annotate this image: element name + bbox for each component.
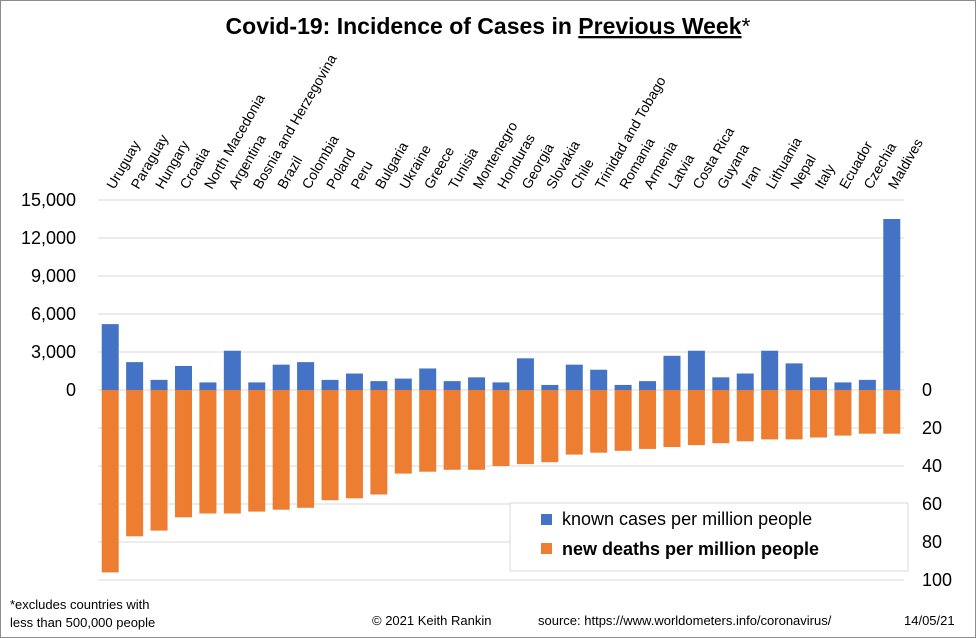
bar-deaths	[126, 390, 144, 537]
bar-deaths	[639, 390, 657, 449]
bar-cases	[321, 379, 339, 390]
bar-deaths	[590, 390, 608, 453]
bar-cases	[248, 382, 266, 390]
bar-deaths	[370, 390, 388, 495]
bar-deaths	[101, 390, 119, 573]
left-axis-tick-label: 6,000	[31, 304, 76, 324]
bar-deaths	[199, 390, 217, 514]
bar-deaths	[443, 390, 461, 470]
bar-deaths	[736, 390, 754, 442]
bar-cases	[565, 364, 583, 390]
date-note: 14/05/21	[904, 613, 955, 628]
bar-deaths	[883, 390, 901, 434]
bar-cases	[492, 382, 510, 390]
bar-deaths	[345, 390, 363, 499]
left-axis-tick-label: 3,000	[31, 342, 76, 362]
bar-cases	[345, 373, 363, 390]
bar-deaths	[248, 390, 266, 512]
source-note: source: https://www.worldometers.info/co…	[538, 613, 832, 628]
copyright-note: © 2021 Keith Rankin	[372, 613, 491, 628]
bar-cases	[126, 362, 144, 390]
bar-cases	[590, 369, 608, 390]
bar-cases	[687, 350, 705, 390]
bar-cases	[663, 355, 681, 390]
bar-cases	[394, 378, 412, 390]
bar-deaths	[663, 390, 681, 447]
bar-deaths	[419, 390, 437, 472]
bar-deaths	[834, 390, 852, 436]
right-axis-tick-label: 60	[922, 494, 942, 514]
bar-deaths	[468, 390, 486, 470]
footnote-line-1: *excludes countries with	[10, 597, 149, 612]
legend-label-cases: known cases per million people	[562, 509, 812, 529]
bar-cases	[174, 365, 192, 390]
right-axis-tick-labels: 0 20 40 60 80 100	[922, 380, 952, 590]
bar-deaths	[810, 390, 828, 438]
chart-title-emphasis: Previous Week	[578, 13, 741, 39]
legend-swatch-deaths	[541, 543, 552, 554]
legend-swatch-cases	[541, 514, 552, 525]
bar-deaths	[785, 390, 803, 440]
chart-title-lead: Covid-19: Incidence of Cases in	[226, 13, 579, 39]
bar-cases	[223, 350, 241, 390]
right-axis-tick-label: 20	[922, 418, 942, 438]
bar-deaths	[321, 390, 339, 501]
bar-cases	[419, 368, 437, 390]
bar-deaths	[687, 390, 705, 446]
bar-deaths	[858, 390, 876, 434]
bar-deaths	[614, 390, 632, 451]
bar-cases	[468, 377, 486, 390]
bar-cases	[150, 379, 168, 390]
legend: known cases per million people new death…	[509, 502, 909, 572]
bar-deaths	[492, 390, 510, 466]
bar-deaths	[150, 390, 168, 531]
bar-deaths	[174, 390, 192, 518]
bar-cases	[639, 381, 657, 390]
bar-deaths	[541, 390, 559, 463]
bar-cases	[272, 364, 290, 390]
left-axis-tick-label: 0	[66, 380, 76, 400]
bar-cases	[785, 363, 803, 390]
bar-cases	[858, 379, 876, 390]
bar-cases	[370, 381, 388, 390]
bar-cases	[101, 324, 119, 390]
bar-cases	[761, 350, 779, 390]
right-axis-tick-label: 0	[922, 380, 932, 400]
left-axis-tick-label: 9,000	[31, 266, 76, 286]
left-axis-tick-labels: 0 3,000 6,000 9,000 12,000 15,000	[21, 190, 76, 400]
right-axis-tick-label: 40	[922, 456, 942, 476]
bar-deaths	[565, 390, 583, 455]
bars	[101, 219, 901, 573]
bar-cases	[297, 362, 315, 390]
bar-cases	[443, 381, 461, 390]
legend-box	[509, 502, 909, 572]
right-axis-tick-label: 80	[922, 532, 942, 552]
bar-deaths	[516, 390, 534, 465]
bar-deaths	[712, 390, 730, 444]
bar-cases	[736, 373, 754, 390]
bar-cases	[883, 219, 901, 390]
footnote-line-2: less than 500,000 people	[10, 615, 155, 630]
category-label: Iran	[738, 163, 764, 192]
bar-cases	[199, 382, 217, 390]
chart-title-tail: *	[742, 13, 751, 39]
bar-cases	[541, 384, 559, 390]
bar-cases	[516, 358, 534, 390]
right-axis-tick-label: 100	[922, 570, 952, 590]
bar-cases	[614, 384, 632, 390]
bar-deaths	[761, 390, 779, 440]
bar-deaths	[297, 390, 315, 508]
bar-cases	[712, 377, 730, 390]
chart-title: Covid-19: Incidence of Cases in Previous…	[226, 13, 751, 39]
bar-cases	[834, 382, 852, 390]
bar-deaths	[272, 390, 290, 510]
left-axis-tick-label: 15,000	[21, 190, 76, 210]
bar-deaths	[223, 390, 241, 514]
left-axis-tick-label: 12,000	[21, 228, 76, 248]
legend-label-deaths: new deaths per million people	[562, 539, 819, 559]
bar-deaths	[394, 390, 412, 474]
bar-cases	[810, 377, 828, 390]
